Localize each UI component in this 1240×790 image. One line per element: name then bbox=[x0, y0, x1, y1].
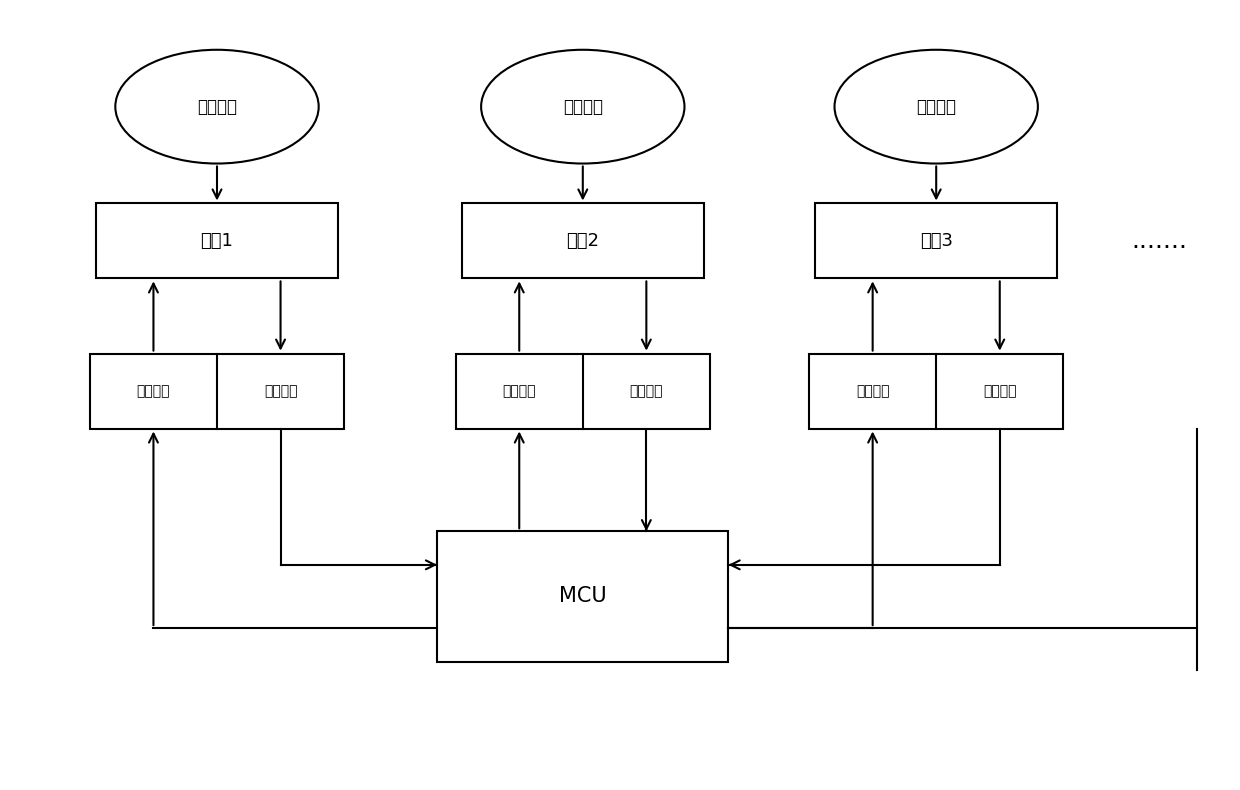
Text: 输入电路: 输入电路 bbox=[630, 384, 663, 398]
Bar bbox=[95, 204, 337, 279]
Bar bbox=[89, 354, 343, 428]
Ellipse shape bbox=[115, 50, 319, 164]
Text: 输出电路: 输出电路 bbox=[136, 384, 170, 398]
Text: 输入电路: 输入电路 bbox=[264, 384, 298, 398]
Bar bbox=[436, 531, 728, 662]
Text: .......: ....... bbox=[1131, 229, 1188, 253]
Bar bbox=[461, 204, 703, 279]
Text: 输出电路: 输出电路 bbox=[502, 384, 536, 398]
Text: 端口1: 端口1 bbox=[201, 232, 233, 250]
Text: 输入电路: 输入电路 bbox=[983, 384, 1017, 398]
Text: 外接负载: 外接负载 bbox=[197, 98, 237, 115]
Bar bbox=[808, 354, 1063, 428]
Ellipse shape bbox=[481, 50, 684, 164]
Text: 输出电路: 输出电路 bbox=[856, 384, 889, 398]
Ellipse shape bbox=[835, 50, 1038, 164]
Text: MCU: MCU bbox=[559, 586, 606, 607]
Text: 外接负载: 外接负载 bbox=[563, 98, 603, 115]
Text: 端口3: 端口3 bbox=[920, 232, 952, 250]
Bar bbox=[456, 354, 709, 428]
Text: 外接负载: 外接负载 bbox=[916, 98, 956, 115]
Text: 端口2: 端口2 bbox=[567, 232, 599, 250]
Bar bbox=[816, 204, 1056, 279]
